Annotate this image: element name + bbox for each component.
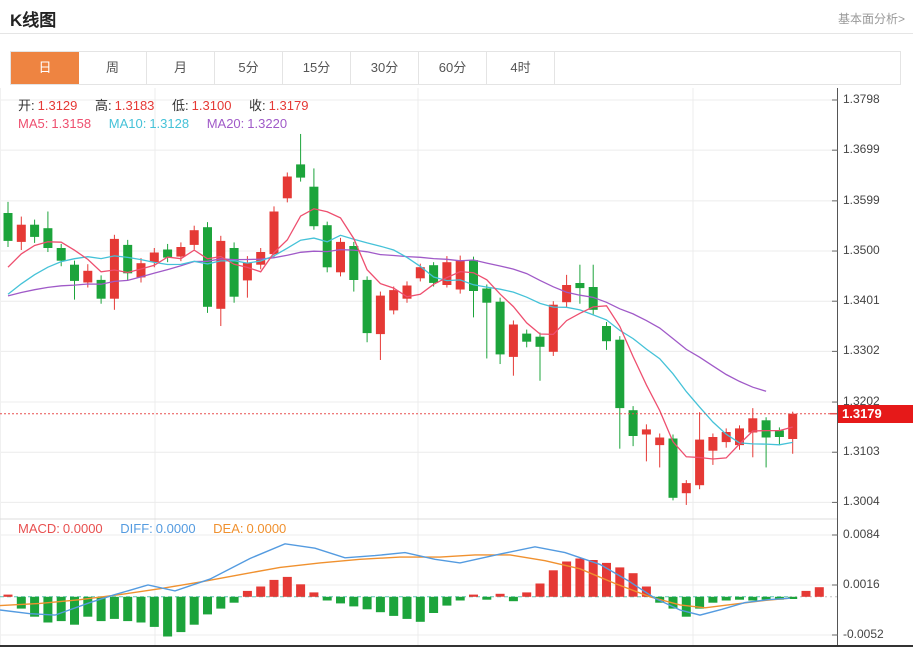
tab-15min[interactable]: 15分 xyxy=(283,52,351,84)
tab-30min[interactable]: 30分 xyxy=(351,52,419,84)
title-divider xyxy=(0,33,913,34)
tab-week[interactable]: 周 xyxy=(79,52,147,84)
fundamental-analysis-link[interactable]: 基本面分析> xyxy=(837,12,905,26)
tab-4hour[interactable]: 4时 xyxy=(487,52,555,84)
tab-day[interactable]: 日 xyxy=(11,52,79,84)
tab-5min[interactable]: 5分 xyxy=(215,52,283,84)
tab-month[interactable]: 月 xyxy=(147,52,215,84)
period-tab-bar: 日 周 月 5分 15分 30分 60分 4时 xyxy=(10,51,901,85)
page-title: K线图 xyxy=(10,11,57,30)
tab-60min[interactable]: 60分 xyxy=(419,52,487,84)
